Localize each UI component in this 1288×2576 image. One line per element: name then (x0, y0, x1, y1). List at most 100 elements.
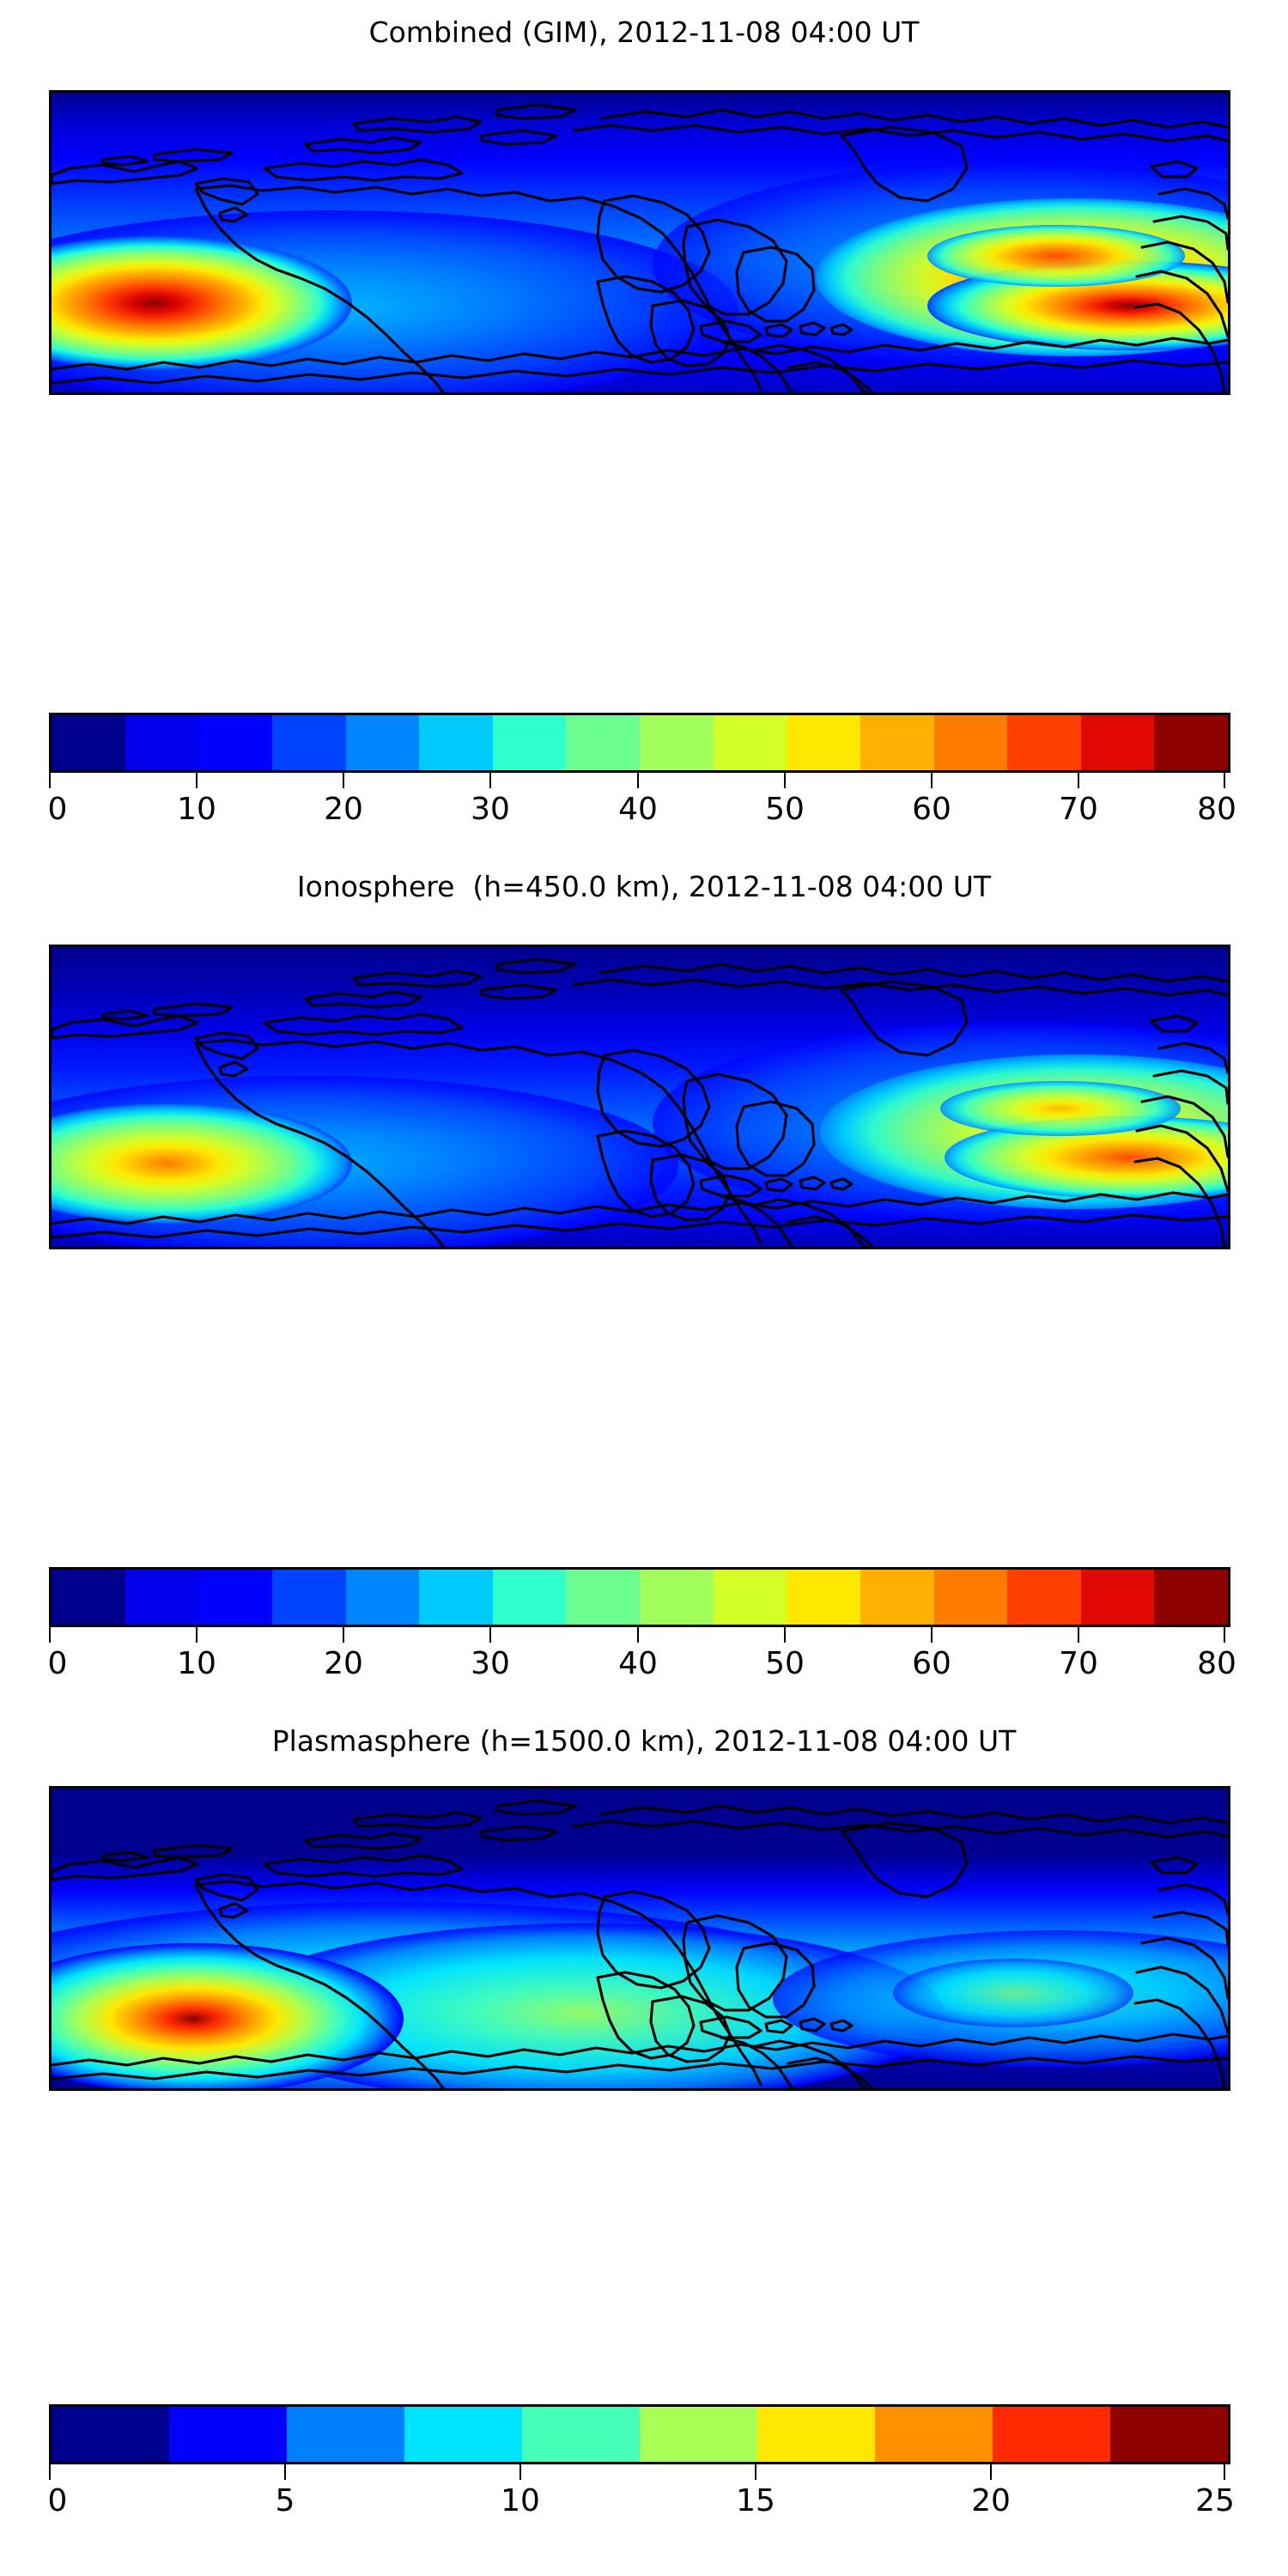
tick-label: 10 (177, 1646, 216, 1681)
tick-label: 20 (324, 1646, 363, 1681)
tick-mark (784, 773, 786, 788)
tick-label: 5 (275, 2483, 295, 2518)
cbar-band (419, 1570, 493, 1625)
tick-mark (1224, 2464, 1225, 2480)
tick-label: 20 (971, 2483, 1011, 2518)
cbar-band (1080, 715, 1155, 770)
map-combined (49, 90, 1230, 395)
tick-mark (519, 2464, 521, 2480)
tick-label: 15 (736, 2483, 775, 2518)
panel-title-ionosphere: Ionosphere (h=450.0 km), 2012-11-08 04:0… (296, 870, 992, 903)
cbar-band (198, 1570, 272, 1625)
tick-mark (1078, 773, 1079, 788)
tick-mark (990, 2464, 992, 2480)
cbar-band (713, 1570, 787, 1625)
tick-mark (49, 773, 51, 788)
cbar-band (287, 2407, 404, 2462)
cbar-band (419, 715, 493, 770)
tick-mark (343, 773, 344, 788)
tick-label: 0 (47, 2483, 68, 2518)
cbar-band (566, 1570, 640, 1625)
cbar-band (169, 2407, 287, 2462)
cbar-band (860, 715, 934, 770)
tick-mark (343, 1627, 344, 1643)
cbar-band (787, 1570, 860, 1625)
cbar-band (52, 1570, 125, 1625)
tick-label: 50 (765, 1646, 805, 1681)
cbar-band (492, 715, 567, 770)
colorbar-ticks-plasmasphere: 0 5 10 15 20 25 (47, 2464, 1235, 2524)
map-svg-plasmasphere (52, 1789, 1228, 2088)
cbar-band (52, 2407, 169, 2462)
tick-mark (784, 1627, 786, 1643)
tick-label: 70 (1059, 792, 1098, 827)
tick-label: 30 (471, 1646, 510, 1681)
tick-mark (489, 773, 491, 788)
tick-label: 60 (912, 792, 951, 827)
cbar-band (492, 1570, 567, 1625)
cbar-band (640, 2407, 757, 2462)
tick-label: 0 (47, 1646, 68, 1681)
cbar-band (271, 715, 346, 770)
tick-mark (489, 1627, 491, 1643)
cbar-band (404, 2407, 522, 2462)
cbar-band (1080, 1570, 1155, 1625)
cbar-band (875, 2407, 993, 2462)
tick-mark (196, 773, 197, 788)
cbar-band (198, 715, 272, 770)
tick-label: 20 (324, 792, 363, 827)
cbar-band (1110, 2407, 1228, 2462)
cbar-band (640, 715, 714, 770)
colorbar-ticks-ionosphere: 0 10 20 30 40 50 60 70 80 (47, 1627, 1236, 1687)
cbar-band (271, 1570, 346, 1625)
cbar-band (787, 715, 860, 770)
tick-label: 30 (471, 792, 510, 827)
cbar-band (1154, 1570, 1228, 1625)
panel-title-plasmasphere: Plasmasphere (h=1500.0 km), 2012-11-08 0… (271, 1724, 1017, 1758)
tick-mark (931, 1627, 933, 1643)
tick-label: 10 (501, 2483, 540, 2518)
tick-label: 40 (618, 792, 658, 827)
panel-title-combined: Combined (GIM), 2012-11-08 04:00 UT (368, 15, 920, 49)
tick-mark (637, 1627, 639, 1643)
tick-mark (196, 1627, 197, 1643)
cbar-band (125, 715, 199, 770)
tick-label: 40 (618, 1646, 658, 1681)
tick-label: 0 (47, 792, 68, 827)
tick-label: 60 (912, 1646, 951, 1681)
cbar-band (1154, 715, 1228, 770)
tick-mark (49, 1627, 51, 1643)
cbar-band (757, 2407, 875, 2462)
tick-mark (284, 2464, 286, 2480)
tick-label: 80 (1197, 1646, 1236, 1681)
cbar-band (860, 1570, 934, 1625)
tick-mark (931, 773, 933, 788)
cbar-band (993, 2407, 1110, 2462)
cbar-band (933, 1570, 1008, 1625)
tick-label: 10 (177, 792, 216, 827)
colorbar-ticks-combined: 0 10 20 30 40 50 60 70 80 (47, 773, 1236, 833)
cbar-band (52, 715, 125, 770)
map-plasmasphere (49, 1786, 1230, 2091)
map-svg-ionosphere (52, 947, 1228, 1247)
cbar-band (125, 1570, 199, 1625)
cbar-band (345, 715, 420, 770)
tick-label: 80 (1197, 792, 1236, 827)
tick-mark (49, 2464, 51, 2480)
colorbar-combined (49, 713, 1230, 773)
tick-mark (1224, 773, 1225, 788)
map-svg-combined (52, 93, 1228, 392)
colorbar-plasmasphere (49, 2404, 1230, 2464)
cbar-band (713, 715, 787, 770)
cbar-band (1007, 715, 1081, 770)
tick-mark (1224, 1627, 1225, 1643)
tick-label: 25 (1195, 2483, 1235, 2518)
cbar-band (522, 2407, 640, 2462)
cbar-band (566, 715, 640, 770)
map-ionosphere (49, 945, 1230, 1249)
cbar-band (640, 1570, 714, 1625)
tick-label: 50 (765, 792, 805, 827)
cbar-band (933, 715, 1008, 770)
colorbar-ionosphere (49, 1567, 1230, 1627)
tick-mark (755, 2464, 756, 2480)
